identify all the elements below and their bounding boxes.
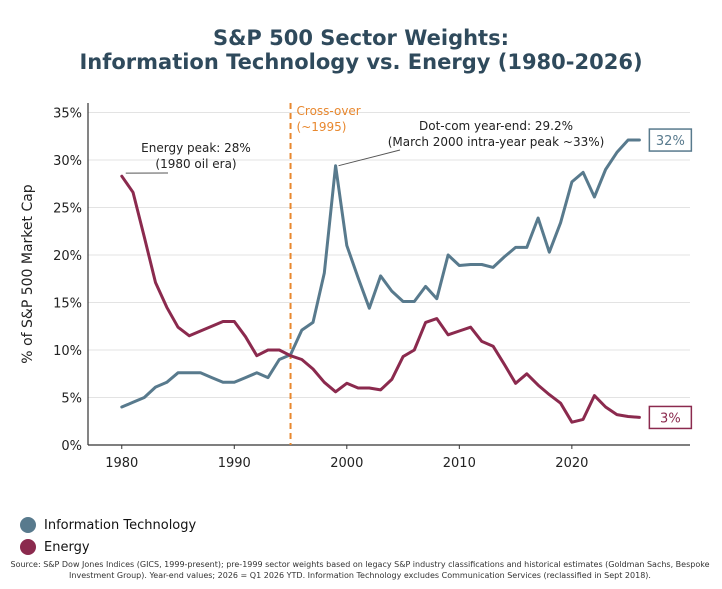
- annotation-dotcom-line-2: (March 2000 intra-year peak ~33%): [388, 135, 605, 149]
- series-line-information-technology: [120, 138, 641, 409]
- x-tick-label: 2000: [330, 456, 363, 471]
- y-tick-label: 0%: [61, 439, 82, 454]
- source-note: Source: S&P Dow Jones Indices (GICS, 199…: [10, 560, 710, 580]
- legend-label-energy: Energy: [44, 539, 90, 555]
- annotation-energy-peak-line-2: (1980 oil era): [155, 157, 236, 171]
- chart-title-line-1: S&P 500 Sector Weights:: [212, 26, 509, 50]
- y-tick-label: 30%: [53, 154, 82, 169]
- y-tick-label: 25%: [53, 202, 82, 217]
- y-tick-label: 35%: [53, 107, 82, 122]
- legend-item-energy: Energy: [20, 536, 196, 558]
- crossover-label-line-2: (~1995): [297, 120, 347, 134]
- y-tick-label: 5%: [61, 392, 82, 407]
- annotation-dotcom-pointer: [338, 149, 401, 167]
- annotation-energy-peak-line-1: Energy peak: 28%: [141, 141, 251, 155]
- end-label-box: [648, 405, 693, 430]
- y-tick-label: 10%: [53, 344, 82, 359]
- series-line-energy: [120, 174, 641, 424]
- y-tick-label: 20%: [53, 249, 82, 264]
- x-tick-label: 2010: [443, 456, 476, 471]
- chart-title-line-2: Information Technology vs. Energy (1980-…: [79, 50, 643, 74]
- legend-swatch-it: [20, 517, 36, 533]
- annotation-dotcom-line-1: Dot-com year-end: 29.2%: [419, 119, 573, 133]
- end-label: 3%: [660, 411, 681, 426]
- end-label-box: [648, 128, 693, 152]
- y-axis-label: % of S&P 500 Market Cap: [20, 184, 36, 363]
- legend: Information Technology Energy: [20, 514, 196, 558]
- line-chart: 0% 5% 10% 15% 20% 25% 30% 35% 1980 1990 2000 2010 20…: [20, 103, 693, 471]
- y-tick-label: 15%: [53, 297, 82, 312]
- legend-item-it: Information Technology: [20, 514, 196, 536]
- legend-label-it: Information Technology: [44, 517, 197, 533]
- legend-swatch-energy: [20, 539, 36, 555]
- end-label: 32%: [656, 134, 685, 149]
- x-tick-label: 2020: [555, 456, 588, 471]
- x-tick-label: 1990: [218, 456, 251, 471]
- x-tick-label: 1980: [105, 456, 138, 471]
- crossover-label-line-1: Cross-over: [297, 104, 361, 118]
